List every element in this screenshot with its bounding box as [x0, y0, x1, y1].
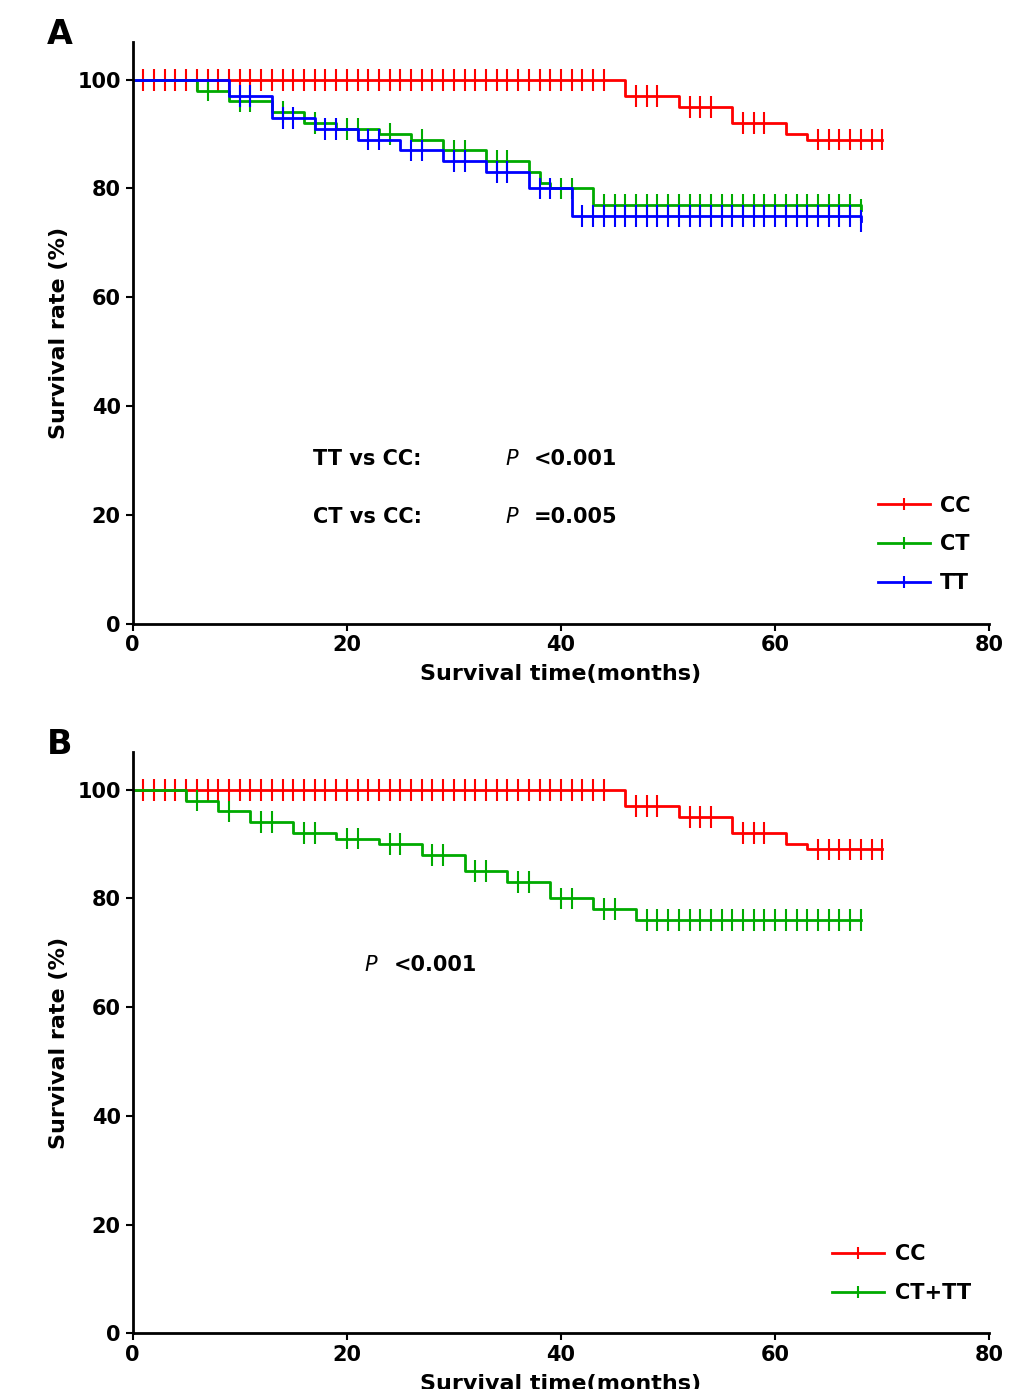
- Y-axis label: Survival rate (%): Survival rate (%): [49, 936, 69, 1149]
- Text: $P$: $P$: [364, 956, 378, 975]
- X-axis label: Survival time(months): Survival time(months): [420, 664, 701, 683]
- Y-axis label: Survival rate (%): Survival rate (%): [49, 226, 69, 439]
- Text: <0.001: <0.001: [533, 449, 616, 469]
- Text: <0.001: <0.001: [393, 956, 477, 975]
- Text: =0.005: =0.005: [533, 507, 616, 528]
- Text: TT vs CC:: TT vs CC:: [312, 449, 428, 469]
- Text: CT vs CC:: CT vs CC:: [312, 507, 428, 528]
- X-axis label: Survival time(months): Survival time(months): [420, 1374, 701, 1389]
- Text: $P$: $P$: [504, 449, 520, 469]
- Legend: CC, CT, TT: CC, CT, TT: [868, 488, 978, 601]
- Legend: CC, CT+TT: CC, CT+TT: [823, 1236, 978, 1311]
- Text: $P$: $P$: [504, 507, 520, 528]
- Text: B: B: [47, 728, 72, 761]
- Text: A: A: [47, 18, 72, 51]
